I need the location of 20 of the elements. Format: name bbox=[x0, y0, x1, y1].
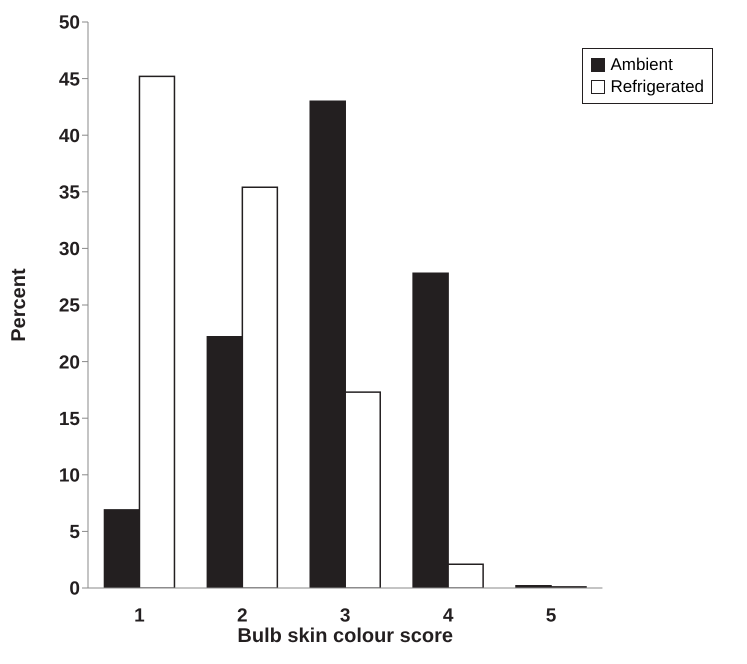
x-tick-label: 2 bbox=[237, 605, 248, 626]
x-tick-label: 5 bbox=[546, 605, 557, 626]
legend-label: Ambient bbox=[610, 55, 673, 75]
x-tick-label: 1 bbox=[134, 605, 146, 626]
x-tick-label: 4 bbox=[442, 605, 454, 626]
y-tick-label: 35 bbox=[58, 182, 80, 204]
x-tick-label: 3 bbox=[340, 605, 351, 626]
y-tick-label: 15 bbox=[58, 408, 80, 430]
legend-label: Refrigerated bbox=[610, 77, 704, 97]
x-axis-title: Bulb skin colour score bbox=[237, 625, 454, 647]
y-tick-label: 25 bbox=[58, 296, 80, 317]
y-tick-label: 30 bbox=[58, 239, 80, 260]
y-tick-label: 10 bbox=[58, 466, 80, 487]
y-tick-label: 5 bbox=[69, 522, 80, 544]
y-tick-label: 45 bbox=[58, 69, 80, 90]
y-tick-label: 50 bbox=[58, 12, 80, 34]
y-axis-title: Percent bbox=[8, 268, 30, 342]
y-tick-label: 40 bbox=[58, 126, 80, 147]
y-tick-label: 20 bbox=[58, 352, 80, 374]
y-tick-label: 0 bbox=[69, 578, 80, 600]
